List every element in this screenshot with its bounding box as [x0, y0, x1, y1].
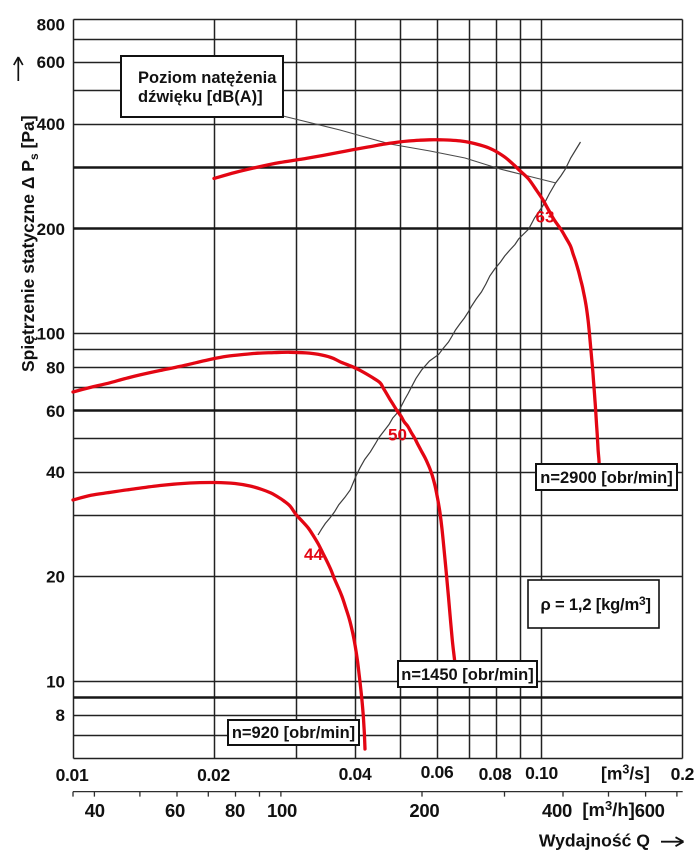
- svg-text:0.06: 0.06: [421, 762, 454, 782]
- svg-text:60: 60: [46, 402, 65, 421]
- svg-text:200: 200: [37, 220, 65, 239]
- svg-text:Poziom natężenia: Poziom natężenia: [138, 69, 277, 87]
- svg-text:0.02: 0.02: [197, 765, 230, 785]
- svg-text:8: 8: [56, 706, 65, 725]
- svg-text:600: 600: [635, 800, 665, 821]
- svg-text:0.01: 0.01: [56, 765, 89, 785]
- svg-text:Wydajność Q: Wydajność Q: [539, 831, 650, 851]
- svg-text:ρ = 1,2 [kg/m3]: ρ = 1,2 [kg/m3]: [541, 594, 651, 614]
- svg-text:[m3/s]: [m3/s]: [601, 763, 650, 784]
- svg-text:n=2900 [obr/min]: n=2900 [obr/min]: [540, 469, 673, 487]
- svg-text:100: 100: [37, 325, 65, 344]
- svg-text:[m3/h]: [m3/h]: [582, 798, 634, 820]
- svg-text:800: 800: [37, 16, 65, 35]
- svg-text:0.08: 0.08: [479, 764, 512, 784]
- svg-text:Spiętrzenie statyczne Δ Ps [Pa: Spiętrzenie statyczne Δ Ps [Pa]: [18, 115, 41, 372]
- svg-text:n=920 [obr/min]: n=920 [obr/min]: [232, 724, 355, 742]
- svg-text:400: 400: [542, 800, 572, 821]
- svg-text:20: 20: [46, 568, 65, 587]
- svg-text:40: 40: [85, 800, 105, 821]
- svg-text:100: 100: [267, 800, 297, 821]
- svg-text:40: 40: [46, 463, 65, 482]
- svg-text:400: 400: [37, 115, 65, 134]
- svg-text:0.10: 0.10: [525, 763, 558, 783]
- svg-text:dźwięku [dB(A)]: dźwięku [dB(A)]: [138, 88, 263, 106]
- svg-text:n=1450 [obr/min]: n=1450 [obr/min]: [401, 666, 534, 684]
- svg-text:200: 200: [409, 800, 439, 821]
- svg-text:10: 10: [46, 672, 65, 691]
- svg-text:60: 60: [165, 800, 185, 821]
- svg-text:50: 50: [388, 426, 407, 445]
- svg-text:44: 44: [304, 545, 323, 564]
- svg-text:63: 63: [536, 208, 555, 227]
- svg-text:600: 600: [37, 53, 65, 72]
- svg-text:0.04: 0.04: [339, 764, 372, 784]
- svg-text:80: 80: [46, 358, 65, 377]
- svg-text:0.2: 0.2: [671, 764, 695, 784]
- svg-text:80: 80: [225, 800, 245, 821]
